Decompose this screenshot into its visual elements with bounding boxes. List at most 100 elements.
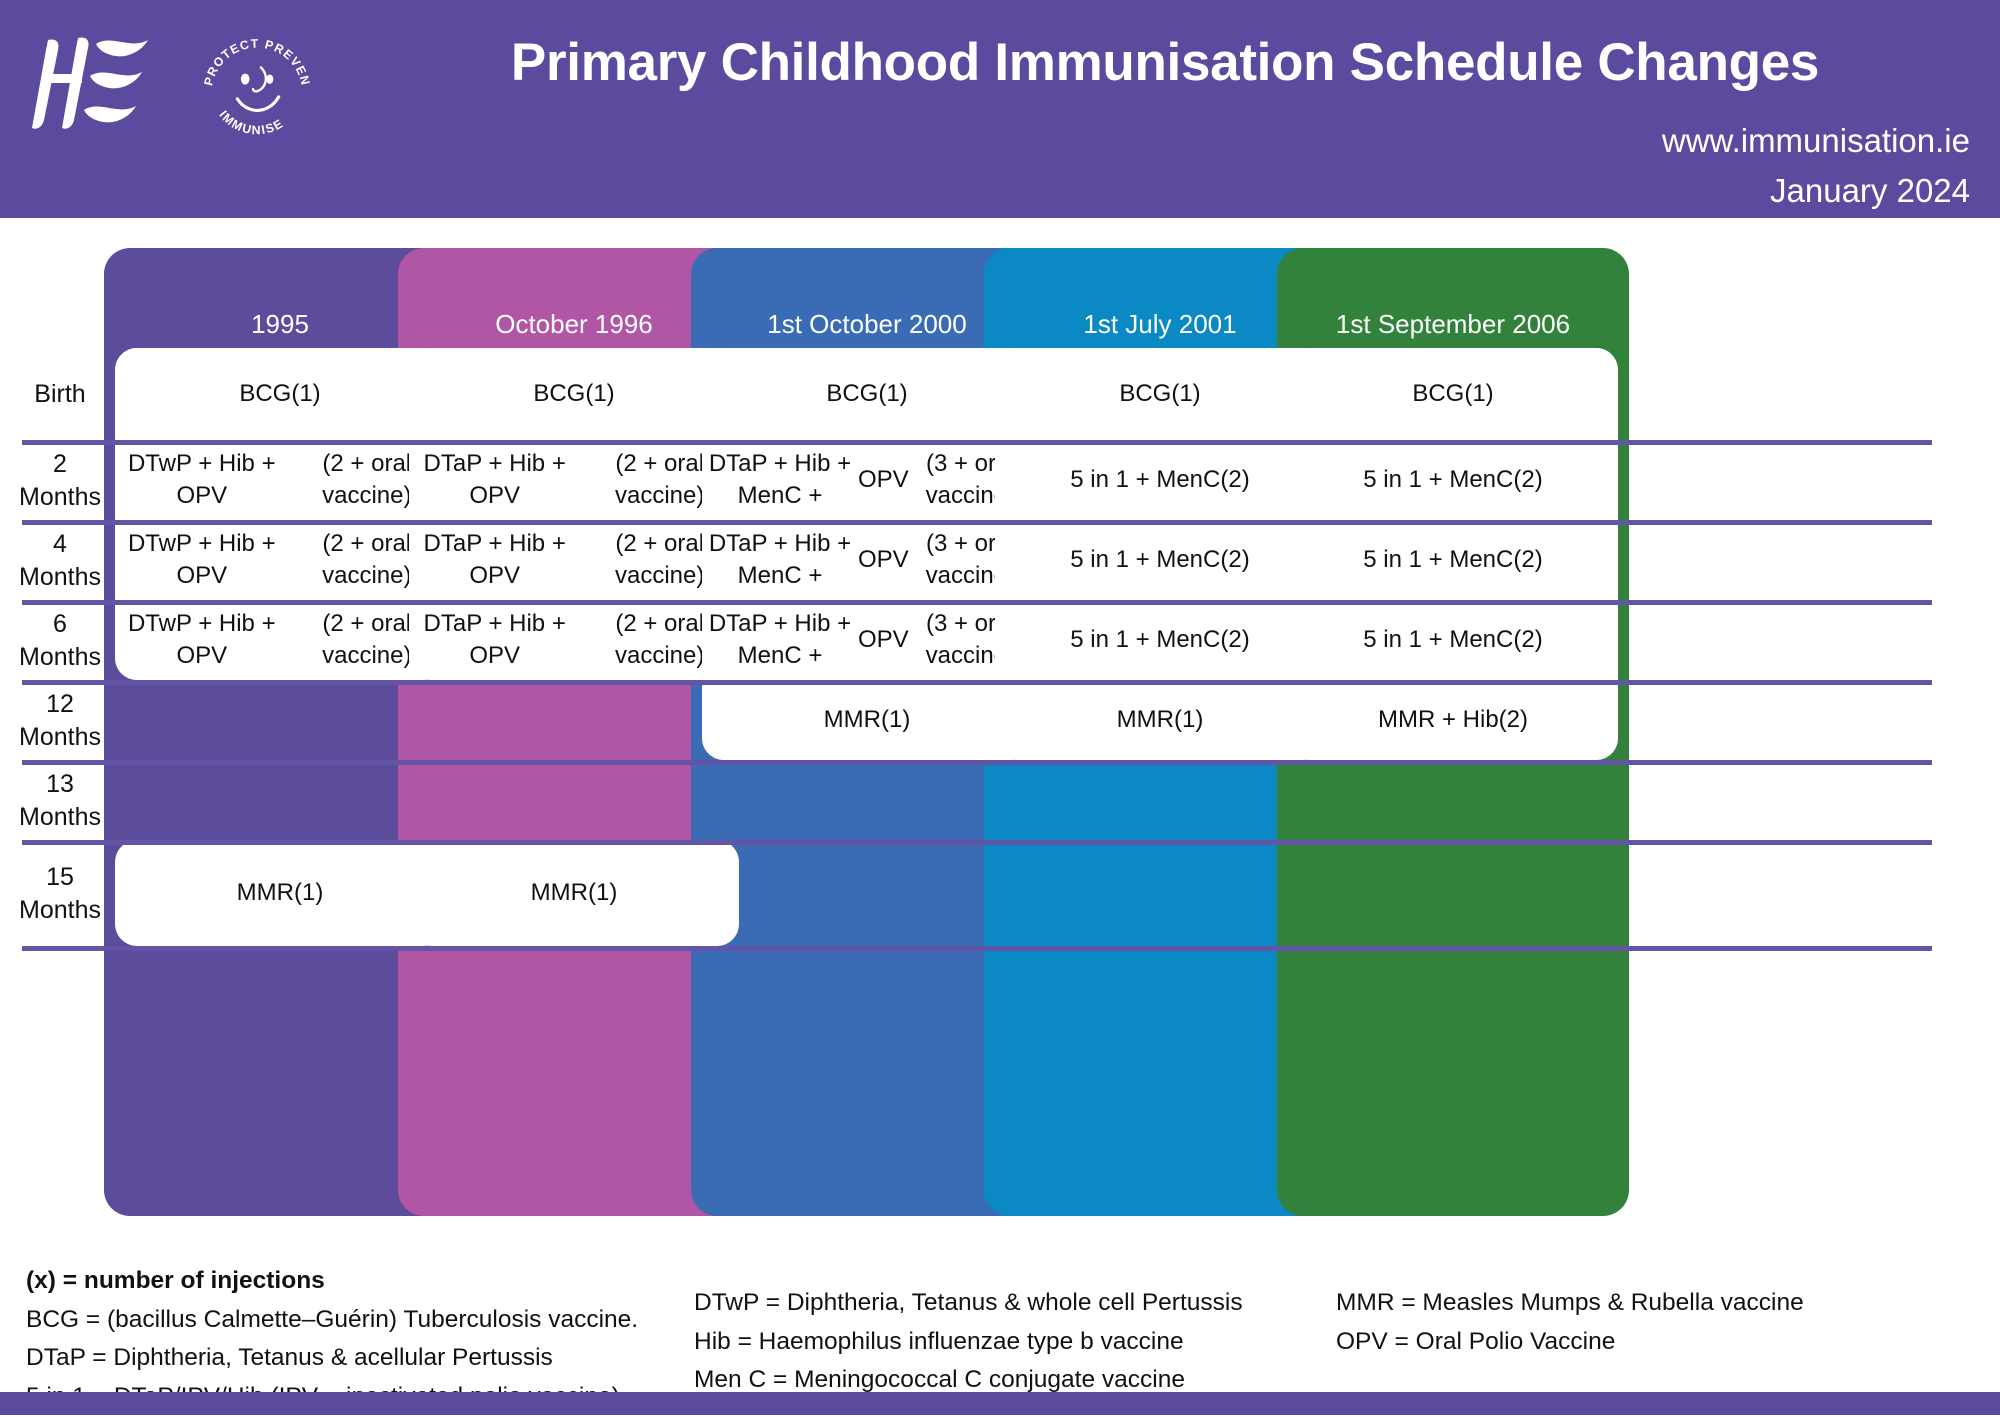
vaccine-cell[interactable]: MMR (1) (115, 840, 445, 946)
vaccine-cell[interactable]: 5 in 1 + MenC (2) (1288, 600, 1618, 680)
vaccine-cell[interactable]: BCG (1) (1288, 348, 1618, 440)
vaccine-cell-line: DTaP + Hib + OPV (423, 450, 566, 509)
vaccine-cell-group: MMR (1) (115, 840, 445, 946)
vaccine-cell-group: BCG (1) DTaP + Hib + MenC + OPV (3 + oral va… (702, 348, 1032, 760)
website-url: www.immunisation.ie (1661, 122, 1970, 159)
age-row-label: 12 Months (0, 688, 120, 753)
vaccine-cell-line: BCG (826, 380, 879, 408)
age-label-line: 6 (53, 610, 67, 638)
vaccine-cell-line: 5 in 1 + MenC (1363, 466, 1514, 494)
page-title: Primary Childhood Immunisation Schedule … (510, 33, 1820, 92)
legend-line: Men C = Meningococcal C conjugate vaccin… (694, 1366, 1185, 1394)
vaccine-cell-line: (2 + oral vaccine) (615, 450, 705, 509)
vaccine-cell-line: MMR (823, 706, 881, 734)
vaccine-cell[interactable]: DTwP + Hib + OPV (2 + oral vaccine) (115, 440, 445, 520)
vaccine-cell[interactable]: DTaP + Hib + MenC + OPV (3 + oral vaccine) (702, 440, 1032, 520)
vaccine-cell[interactable]: 5 in 1 + MenC (2) (1288, 520, 1618, 600)
vaccine-cell-line: (2) (1513, 626, 1543, 654)
age-label-line: Birth (34, 380, 86, 408)
vaccine-cell-line: 5 in 1 + MenC (1070, 546, 1221, 574)
vaccine-cell[interactable]: DTwP + Hib + OPV (2 + oral vaccine) (115, 600, 445, 680)
age-label-line: Months (19, 482, 101, 511)
vaccine-cell-line: DTwP + Hib + OPV (127, 450, 276, 509)
vaccine-cell-line: (2) (1220, 626, 1250, 654)
row-separator (22, 840, 1932, 845)
age-label-line: 13 (46, 770, 74, 798)
vaccine-cell-group: MMR (1) (409, 840, 739, 946)
vaccine-cell-line: (1) (880, 706, 911, 734)
vaccine-cell-line: MMR + Hib (1377, 706, 1499, 734)
vaccine-cell[interactable]: DTaP + Hib + OPV (2 + oral vaccine) (409, 520, 739, 600)
vaccine-cell[interactable]: 5 in 1 + MenC (2) (995, 600, 1325, 680)
vaccine-cell[interactable]: MMR (1) (995, 680, 1325, 760)
vaccine-cell-line: DTaP + Hib + MenC + (708, 610, 852, 669)
vaccine-cell[interactable]: MMR (1) (702, 680, 1032, 760)
age-row-label: 6 Months (0, 608, 120, 673)
age-label-line: Months (19, 722, 101, 751)
vaccine-cell[interactable]: MMR (1) (409, 840, 739, 946)
vaccine-cell[interactable]: BCG (1) (702, 348, 1032, 440)
legend-column-3: MMR = Measles Mumps & Rubella vaccine OPV… (1336, 1284, 1956, 1361)
vaccine-cell-line: (1) (1171, 380, 1201, 408)
vaccine-cell-line: MMR (1116, 706, 1174, 734)
age-label-line: Months (19, 802, 101, 831)
age-row-label: 4 Months (0, 528, 120, 593)
vaccine-cell[interactable]: DTaP + Hib + OPV (2 + oral vaccine) (409, 600, 739, 680)
vaccine-cell[interactable]: DTaP + Hib + MenC + OPV (3 + oral vaccine) (702, 520, 1032, 600)
vaccine-cell-line: OPV (857, 546, 909, 574)
vaccine-cell-line: (2 + oral vaccine) (615, 530, 705, 589)
vaccine-cell-line: DTwP + Hib + OPV (127, 610, 276, 669)
period-start: 1st September 2006 (1335, 309, 1571, 339)
hse-logo (32, 37, 148, 129)
protect-prevent-immunise-badge: PROTECT PREVENT IMMUNISE (198, 30, 312, 137)
age-label-line: 15 (46, 863, 74, 891)
vaccine-cell-line: 5 in 1 + MenC (1363, 626, 1514, 654)
row-separator (22, 946, 1932, 951)
vaccine-cell-line: DTaP + Hib + MenC + (708, 530, 852, 589)
vaccine-cell-line: OPV (857, 626, 909, 654)
vaccine-cell[interactable]: BCG (1) (995, 348, 1325, 440)
vaccine-cell-line: (2 + oral vaccine) (322, 530, 412, 589)
vaccine-cell-line: (1) (293, 879, 324, 907)
vaccine-cell-line: MMR (530, 879, 588, 907)
vaccine-cell-line: (1) (878, 380, 908, 408)
vaccine-cell[interactable]: DTaP + Hib + MenC + OPV (3 + oral vaccine) (702, 600, 1032, 680)
page-header: PROTECT PREVENT IMMUNISE Primary Childho… (0, 0, 2000, 218)
vaccine-cell-line: (2) (1220, 466, 1250, 494)
vaccine-cell[interactable]: BCG (1) (115, 348, 445, 440)
row-separator (22, 680, 1932, 685)
legend-line: Hib = Haemophilus influenzae type b vacc… (694, 1327, 1184, 1355)
row-separator (22, 520, 1932, 525)
legend: (x) = number of injections BCG = (bacillu… (0, 1262, 2000, 1410)
vaccine-cell-line: (1) (1173, 706, 1204, 734)
vaccine-cell[interactable]: 5 in 1 + MenC (2) (995, 440, 1325, 520)
vaccine-cell[interactable]: DTaP + Hib + OPV (2 + oral vaccine) (409, 440, 739, 520)
age-row-label: 13 Months (0, 768, 120, 833)
age-label-line: 4 (53, 530, 67, 558)
vaccine-cell-line: (1) (1464, 380, 1494, 408)
vaccine-cell[interactable]: BCG (1) (409, 348, 739, 440)
vaccine-cell[interactable]: MMR + Hib (2) (1288, 680, 1618, 760)
vaccine-cell-line: (1) (585, 380, 615, 408)
vaccine-cell[interactable]: 5 in 1 + MenC (2) (995, 520, 1325, 600)
vaccine-cell-line: DTaP + Hib + OPV (423, 530, 566, 589)
vaccine-cell-line: (2) (1498, 706, 1529, 734)
vaccine-cell-line: (2) (1513, 466, 1543, 494)
vaccine-cell-line: DTwP + Hib + OPV (127, 530, 276, 589)
row-separator (22, 760, 1932, 765)
row-separator (22, 440, 1932, 445)
vaccine-cell-line: (1) (291, 380, 321, 408)
vaccine-cell-group: BCG (1) DTwP + Hib + OPV (2 + oral vaccine)… (115, 348, 445, 680)
vaccine-cell-line: (2) (1513, 546, 1543, 574)
vaccine-cell[interactable]: 5 in 1 + MenC (2) (1288, 440, 1618, 520)
legend-line: BCG = (bacillus Calmette–Guérin) Tubercu… (26, 1305, 639, 1333)
age-label-line: Months (19, 642, 101, 671)
age-label-line: Months (19, 562, 101, 591)
legend-line: DTaP = Diphtheria, Tetanus & acellular P… (26, 1344, 553, 1372)
vaccine-cell-line: BCG (533, 380, 586, 408)
vaccine-cell-line: BCG (1412, 380, 1465, 408)
row-separator (22, 600, 1932, 605)
vaccine-cell-line: (2) (1220, 546, 1250, 574)
vaccine-cell[interactable]: DTwP + Hib + OPV (2 + oral vaccine) (115, 520, 445, 600)
age-row-label: 15 Months (0, 861, 120, 926)
